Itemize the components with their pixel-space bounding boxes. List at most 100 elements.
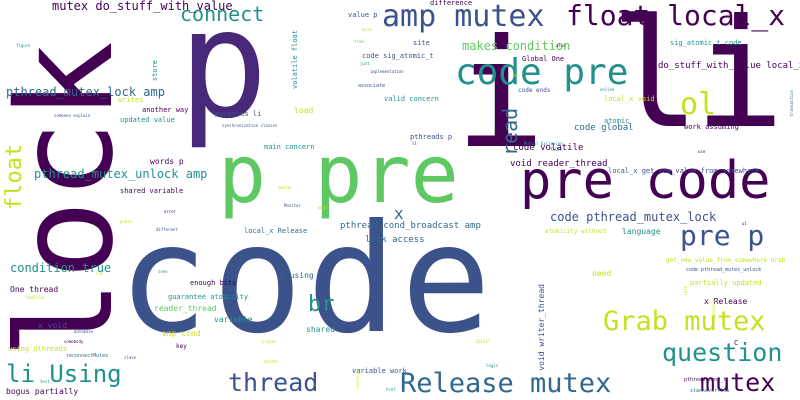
word-yes: yes <box>512 73 520 78</box>
word-writes: writes <box>118 96 144 104</box>
word-transaction: transaction <box>789 90 794 117</box>
word-monitor: Monitor <box>284 203 301 208</box>
word-reader-thread: reader_thread <box>154 304 217 313</box>
word-get-new-value-grab: get_new_value_from_somewhere Grab <box>666 257 786 264</box>
word-code-pre: code pre <box>455 52 629 93</box>
word-question: question <box>662 338 783 367</box>
word-ll: ll <box>412 141 417 146</box>
word-mutex: mutex <box>700 368 776 397</box>
word-one-thread: One thread <box>10 285 59 294</box>
word-signaling: signaling <box>711 300 716 322</box>
word-implementation: implementation <box>370 69 404 74</box>
word-x-void: x void <box>38 321 67 330</box>
word-main-concern: main concern <box>264 143 315 151</box>
word-href: href <box>386 387 396 392</box>
word-void-reader-thread: void reader_thread <box>510 159 608 169</box>
word-use: use <box>698 149 706 154</box>
word-volatile-float: volatile float <box>291 30 299 90</box>
word-pthread-mutex-unlock-amp: pthread_mutex_unlock amp <box>34 167 208 181</box>
word-void-writer-thread: void writer_thread <box>537 284 546 371</box>
word-local-x-get-new: local_x get_new_value_from_somewhere <box>608 167 760 175</box>
word-load: load <box>294 106 314 115</box>
word-br: br <box>308 292 335 317</box>
word-false: false <box>550 147 563 152</box>
word-somebody: somebody <box>64 339 84 344</box>
word-c-using: C using <box>280 271 314 280</box>
word-running: running <box>355 372 360 389</box>
word-li: li <box>610 0 785 162</box>
word-pthread-cond-broadcast-amp: pthread_cond_broadcast amp <box>340 221 481 231</box>
word-makes-condition: makes condition <box>462 39 571 53</box>
word-error: error <box>164 209 177 214</box>
word-site: site <box>413 39 430 47</box>
word-amp-cond: amp cond <box>162 329 201 338</box>
word-local-x-void: local_x void <box>604 95 655 103</box>
word-updated-value: updated value <box>120 116 175 124</box>
word-partially-updated: partially updated <box>690 279 762 287</box>
word-p: p <box>178 0 269 152</box>
word-work-assuming: work assuming <box>684 123 739 131</box>
word-synchronization-classes: synchronization classes <box>222 123 278 128</box>
word-mutex-do-stuff: mutex do_stuff_with_value <box>52 0 233 13</box>
word-purposes-li: purposes li <box>215 110 262 118</box>
word-p-pre: p pre <box>218 128 459 221</box>
word-float: float <box>2 143 27 210</box>
word-just: just <box>360 61 370 66</box>
word-do-stuff-local-x: do_stuff_with_value local_x <box>658 61 800 71</box>
word-figure: figure <box>16 43 31 48</box>
word-valid-concern: valid concern <box>384 95 439 103</box>
word-i: i <box>455 8 546 182</box>
word-database: database <box>74 329 94 334</box>
word-different: different <box>156 227 178 232</box>
word-need: need <box>592 269 612 278</box>
word-variable: variable <box>214 315 253 324</box>
word-connect: connect <box>180 2 265 26</box>
word-shared: shared <box>306 325 335 334</box>
word-wait: wait <box>318 205 328 210</box>
word-lock-access: lock access <box>365 235 425 245</box>
word-mutual-exclusion: Mutual Exclusion <box>524 141 563 146</box>
word-also: also <box>556 43 566 48</box>
word-language: language <box>622 227 661 236</box>
word-x-release: x Release <box>704 297 748 306</box>
word-mind: mind <box>362 27 372 32</box>
word-master: master <box>264 359 279 364</box>
word-guarantee-atomicity: guarantee atomicity <box>168 293 249 301</box>
word-float-local-x: float local_x <box>566 0 786 32</box>
word-seen: seen <box>158 269 168 274</box>
word-familiar: familiar <box>26 295 46 300</box>
word-sig-atomic-t-code: sig_atomic_t code <box>670 39 742 47</box>
word-code-global: code global <box>574 123 634 133</box>
word-c: C <box>734 339 739 347</box>
word-safe: safe <box>683 286 688 296</box>
word-shared-variable: shared variable <box>120 187 184 195</box>
word-local-x-release: local_x Release <box>244 227 308 235</box>
word-pre-p: pre p <box>680 219 765 252</box>
word-online: online <box>600 87 615 92</box>
word-reconnectmutex: reconnectMutex <box>66 353 109 359</box>
word-value-p: value p <box>348 11 378 19</box>
word-code-pthread-mutex-unlock: code pthread_mutex_unlock <box>686 267 762 273</box>
word-code-pthread-mutex-lock: code pthread_mutex_lock <box>550 210 717 224</box>
word-atomicity-without: atomicity without <box>545 228 607 235</box>
word-run: run <box>96 271 104 276</box>
word-thread: thread <box>228 368 319 397</box>
word-difference: difference <box>430 0 473 7</box>
word-matter: matter <box>278 185 293 190</box>
word-pthread-cond-t: pthread_cond_t <box>684 377 727 383</box>
word-words-p: words p <box>150 157 184 166</box>
word-ul: ul <box>742 221 747 226</box>
word-pthread-mutex-lock-amp: pthread_mutex_lock amp <box>6 85 165 99</box>
word-pre-code: pre code <box>520 151 771 211</box>
word-test: test <box>40 379 50 384</box>
word-code-ends: code ends <box>518 87 551 94</box>
word-enough-bits: enough bits <box>190 279 237 287</box>
word-li-using: li Using <box>6 360 122 388</box>
word-logic: logic <box>486 363 499 368</box>
word-code-sig-atomic-t: code sig_atomic_t <box>362 52 434 60</box>
word-global-one: Global One <box>522 55 565 63</box>
word-code: code <box>118 193 496 367</box>
word-bogus-partially: bogus partially <box>6 387 79 396</box>
word-grab-mutex: Grab mutex <box>603 306 766 337</box>
